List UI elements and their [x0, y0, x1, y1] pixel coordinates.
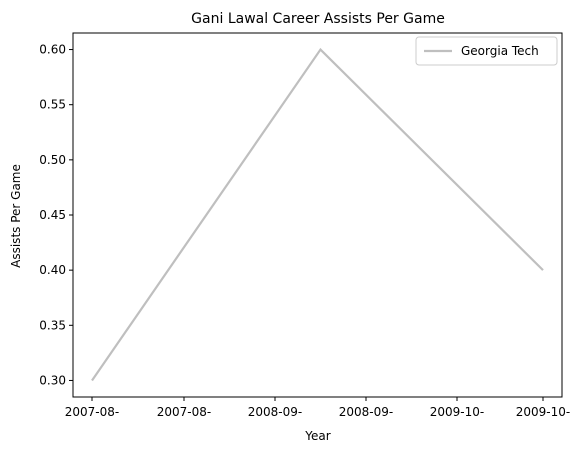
chart-title: Gani Lawal Career Assists Per Game: [191, 11, 445, 27]
x-tick-label: 2009-10-: [516, 405, 570, 419]
series-layer: [91, 47, 544, 382]
x-tick-label: 2007-08-: [65, 405, 119, 419]
y-tick-label: 0.60: [39, 43, 66, 57]
y-axis: 0.30 0.35 0.40 0.45 0.50 0.55 0.60: [39, 43, 73, 387]
y-tick-label: 0.45: [39, 208, 66, 222]
series-line-georgia-tech: [91, 47, 544, 382]
y-tick-label: 0.55: [39, 98, 66, 112]
x-tick-label: 2008-09-: [339, 405, 393, 419]
y-tick-label: 0.30: [39, 373, 66, 387]
x-axis: 2007-08- 2007-08- 2008-09- 2008-09- 2009-10-…: [65, 397, 570, 419]
x-axis-title: Year: [304, 429, 330, 443]
y-tick-label: 0.50: [39, 153, 66, 167]
legend-box: [415, 36, 558, 66]
legend-label: Georgia Tech: [461, 44, 539, 58]
y-tick-label: 0.40: [39, 263, 66, 277]
x-tick-label: 2007-08-: [157, 405, 211, 419]
x-tick-label: 2009-10-: [430, 405, 484, 419]
y-tick-label: 0.35: [39, 318, 66, 332]
x-tick-label: 2008-09-: [248, 405, 302, 419]
y-axis-title: Assists Per Game: [9, 164, 23, 268]
legend: Georgia Tech: [415, 36, 558, 66]
